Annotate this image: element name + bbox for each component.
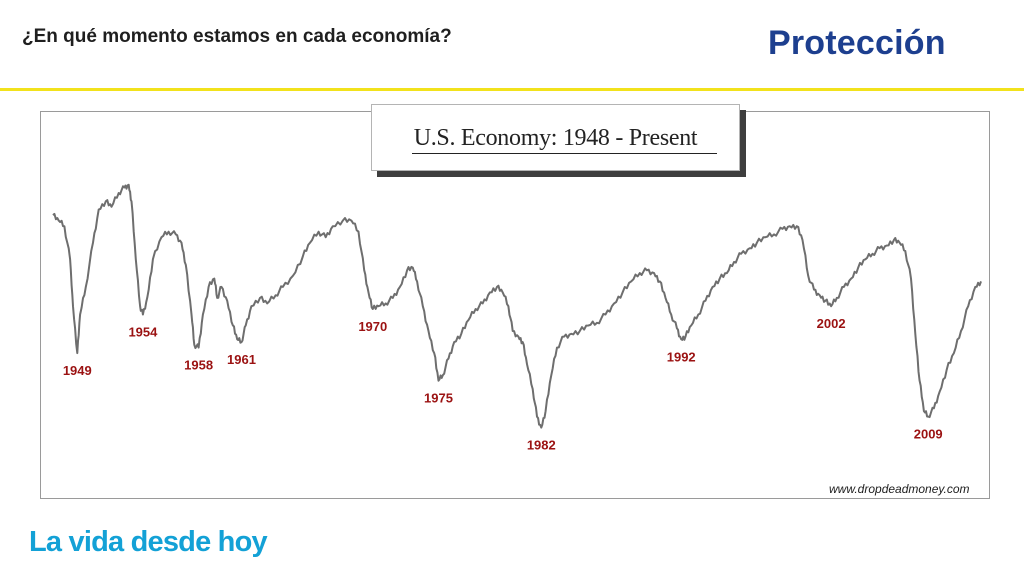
annotation-label-1949: 1949	[63, 363, 92, 378]
annotation-label-1975: 1975	[424, 391, 453, 406]
annotation-label-1961: 1961	[227, 352, 256, 367]
brand-logo: Protección	[768, 24, 946, 62]
chart-frame: 1949 1954 1958 1961 1970 1975 1982 1992 2002 2009…	[40, 111, 990, 499]
chart-title-box: U.S. Economy: 1948 - Present	[371, 104, 740, 171]
economy-line-chart: 1949 1954 1958 1961 1970 1975 1982 1992 2002 2009	[52, 183, 982, 453]
slide-question: ¿En qué momento estamos en cada economía…	[22, 26, 452, 47]
header-rule	[0, 88, 1024, 91]
annotation-label-2009: 2009	[914, 427, 943, 442]
annotation-label-1970: 1970	[358, 319, 387, 334]
annotation-label-1982: 1982	[527, 438, 556, 453]
annotation-label-1954: 1954	[128, 325, 158, 340]
annotation-label-1958: 1958	[184, 358, 213, 373]
series-line-0	[52, 183, 982, 429]
chart-title-underline	[412, 153, 717, 154]
source-watermark: www.dropdeadmoney.com	[829, 482, 970, 496]
brand-tagline: La vida desde hoy	[29, 526, 268, 558]
annotation-label-2002: 2002	[817, 316, 846, 331]
chart-title: U.S. Economy: 1948 - Present	[413, 125, 698, 151]
annotation-label-1992: 1992	[667, 349, 696, 364]
